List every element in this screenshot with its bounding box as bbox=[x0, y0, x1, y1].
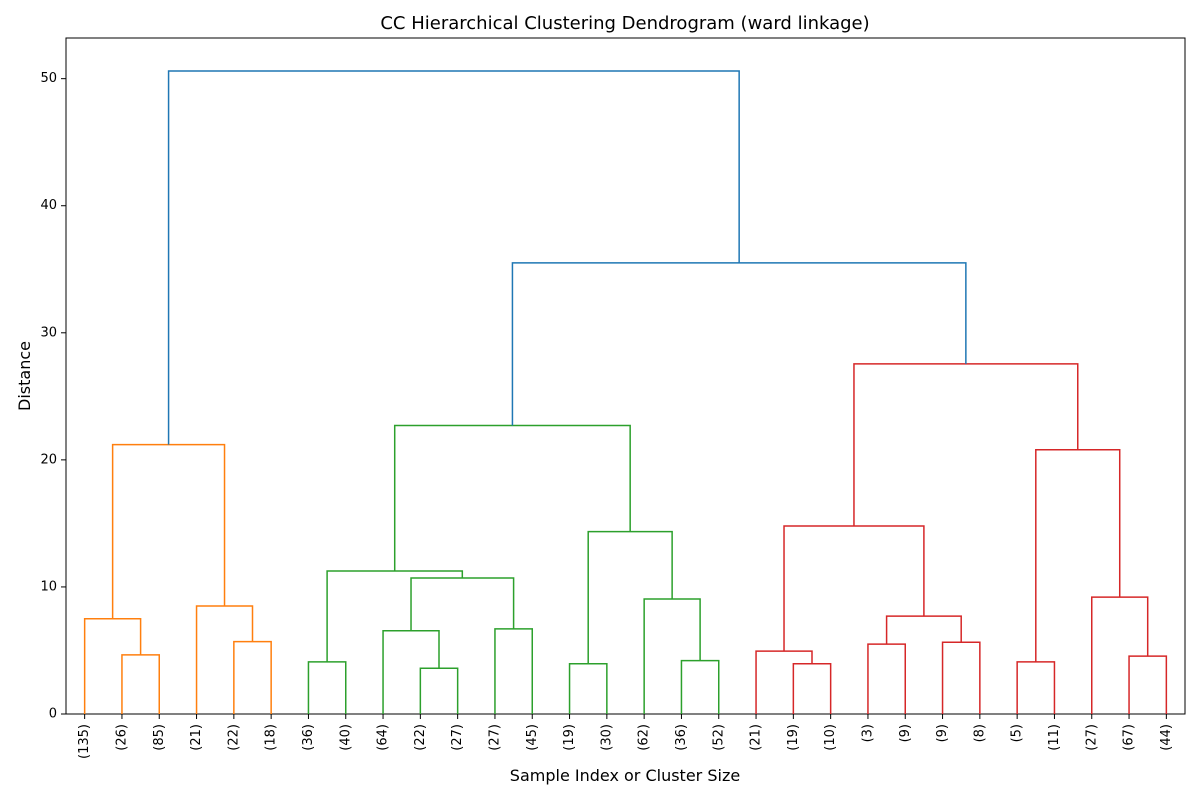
x-tick-label: (19) bbox=[562, 724, 577, 751]
link bbox=[83, 617, 142, 714]
x-tick-label: (27) bbox=[1084, 724, 1099, 751]
link bbox=[1016, 661, 1056, 714]
y-tick-label: 10 bbox=[40, 579, 57, 594]
x-tick-label: (36) bbox=[674, 724, 689, 751]
link bbox=[419, 667, 459, 714]
x-tick-label: (27) bbox=[487, 724, 502, 751]
x-tick-label: (52) bbox=[711, 724, 726, 751]
x-tick-label: (67) bbox=[1122, 724, 1137, 751]
x-tick-label: (18) bbox=[264, 724, 279, 751]
link bbox=[867, 643, 906, 714]
x-tick-label: (10) bbox=[823, 724, 838, 751]
y-tick-label: 50 bbox=[40, 71, 57, 86]
link bbox=[885, 615, 962, 645]
x-tick-label: (9) bbox=[898, 724, 913, 742]
link bbox=[307, 661, 347, 714]
x-tick-label: (64) bbox=[376, 724, 391, 751]
x-tick-label: (27) bbox=[450, 724, 465, 751]
link bbox=[568, 663, 608, 714]
x-tick-label: (30) bbox=[599, 724, 614, 751]
link bbox=[941, 641, 981, 714]
y-tick-label: 20 bbox=[40, 452, 57, 467]
link bbox=[233, 640, 272, 714]
x-tick-label: (3) bbox=[860, 724, 875, 742]
x-tick-label: (9) bbox=[935, 724, 950, 742]
x-tick-label: (40) bbox=[338, 724, 353, 751]
y-tick-label: 30 bbox=[40, 325, 57, 340]
plot-frame bbox=[65, 37, 1186, 715]
link bbox=[121, 654, 160, 714]
link bbox=[1035, 448, 1121, 662]
y-axis-label: Distance bbox=[15, 341, 34, 411]
link bbox=[393, 424, 631, 572]
x-tick-label: (11) bbox=[1047, 724, 1062, 751]
link bbox=[494, 628, 533, 714]
link bbox=[511, 262, 967, 426]
x-tick-label: (62) bbox=[637, 724, 652, 751]
link bbox=[783, 525, 925, 652]
x-tick-label: (22) bbox=[226, 724, 241, 751]
x-tick-label: (22) bbox=[413, 724, 428, 751]
link bbox=[382, 630, 440, 714]
x-tick-label: (26) bbox=[114, 724, 129, 751]
link bbox=[853, 363, 1079, 526]
link bbox=[792, 663, 832, 714]
x-axis-label: Sample Index or Cluster Size bbox=[510, 766, 740, 785]
link bbox=[1091, 596, 1149, 714]
x-tick-label: (5) bbox=[1010, 724, 1025, 742]
x-tick-label: (19) bbox=[786, 724, 801, 751]
x-tick-label: (44) bbox=[1159, 724, 1174, 751]
x-tick-label: (36) bbox=[301, 724, 316, 751]
y-tick-label: 40 bbox=[40, 198, 57, 213]
link bbox=[326, 570, 464, 662]
x-tick-label: (21) bbox=[189, 724, 204, 751]
x-tick-label: (45) bbox=[525, 724, 540, 751]
link bbox=[587, 530, 673, 664]
link bbox=[1128, 655, 1168, 714]
link bbox=[755, 650, 813, 714]
x-tick-label: (135) bbox=[77, 724, 92, 759]
x-tick-label: (85) bbox=[152, 724, 167, 751]
chart-title: CC Hierarchical Clustering Dendrogram (w… bbox=[380, 13, 869, 34]
x-tick-label: (8) bbox=[972, 724, 987, 742]
link bbox=[195, 605, 254, 714]
link bbox=[167, 70, 740, 445]
link bbox=[111, 443, 226, 619]
link bbox=[643, 598, 701, 714]
x-tick-label: (21) bbox=[749, 724, 764, 751]
y-tick-label: 0 bbox=[49, 707, 57, 722]
link bbox=[410, 577, 515, 631]
link bbox=[680, 659, 720, 714]
